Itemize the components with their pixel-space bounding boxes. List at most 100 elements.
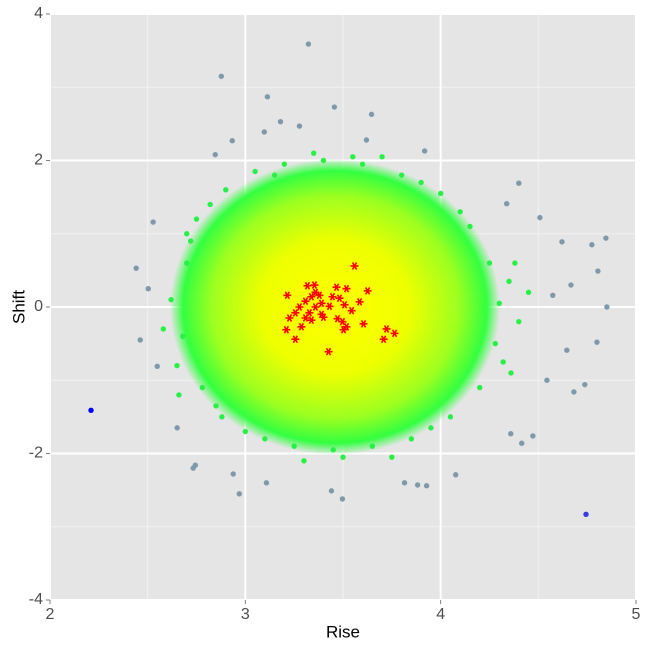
- star-point: [324, 347, 333, 356]
- star-point: [295, 303, 304, 311]
- point: [516, 318, 522, 325]
- point: [525, 289, 532, 296]
- point: [604, 304, 610, 310]
- point: [192, 462, 199, 468]
- point: [500, 359, 506, 365]
- star-point: [303, 281, 312, 290]
- point: [154, 363, 160, 370]
- point: [421, 148, 428, 154]
- point: [447, 414, 454, 420]
- point: [512, 260, 518, 266]
- point: [230, 471, 236, 477]
- point: [486, 260, 493, 266]
- point: [271, 172, 278, 178]
- point: [544, 377, 550, 383]
- point: [467, 223, 473, 230]
- point: [583, 511, 589, 517]
- point: [519, 440, 525, 446]
- star-point: [335, 294, 344, 303]
- point: [252, 168, 258, 175]
- point: [503, 201, 510, 207]
- point: [305, 41, 312, 47]
- point: [453, 472, 459, 478]
- point: [218, 73, 225, 79]
- star-point: [317, 310, 326, 319]
- point: [389, 454, 395, 460]
- point: [291, 443, 297, 449]
- x-tick-label: 4: [436, 606, 445, 623]
- point: [418, 179, 424, 186]
- point: [595, 268, 601, 274]
- star-point: [359, 319, 368, 328]
- point: [457, 209, 463, 215]
- point: [437, 190, 444, 197]
- star-point: [282, 325, 291, 334]
- star-point: [390, 329, 399, 338]
- density-cloud: [170, 159, 500, 455]
- point: [398, 172, 405, 178]
- point: [213, 403, 219, 409]
- star-point: [305, 308, 314, 317]
- point: [368, 111, 375, 118]
- point: [328, 488, 335, 494]
- y-tick-label: 2: [34, 152, 43, 169]
- point: [363, 137, 370, 143]
- point: [339, 496, 346, 502]
- star-point: [342, 284, 351, 293]
- point: [492, 340, 499, 347]
- star-point: [328, 292, 337, 301]
- star-point: [363, 287, 372, 295]
- point: [320, 157, 327, 164]
- point: [423, 483, 430, 489]
- star-point: [347, 306, 356, 315]
- point: [496, 300, 502, 307]
- point: [428, 425, 434, 431]
- star-point: [332, 283, 341, 292]
- point: [330, 447, 336, 453]
- y-tick-label: -4: [29, 591, 43, 608]
- star-point: [311, 303, 320, 311]
- point: [174, 425, 180, 431]
- point: [311, 150, 317, 156]
- star-point: [307, 292, 316, 301]
- point: [571, 389, 577, 395]
- points: [88, 41, 610, 517]
- point: [261, 129, 267, 135]
- point: [340, 454, 346, 460]
- point: [594, 339, 600, 345]
- point: [168, 296, 174, 303]
- point: [508, 431, 514, 437]
- point: [537, 214, 543, 221]
- star-point: [379, 335, 388, 344]
- point: [603, 235, 609, 241]
- axes: 2 3 4 5 -4 -2 0 2 4: [29, 5, 641, 623]
- star-point: [307, 316, 316, 325]
- point: [88, 407, 94, 413]
- point: [408, 436, 415, 442]
- point: [281, 161, 288, 167]
- star-point: [291, 335, 300, 344]
- star-point: [317, 299, 326, 308]
- point: [477, 384, 483, 391]
- point: [137, 337, 143, 343]
- point: [582, 381, 588, 388]
- point: [350, 154, 356, 160]
- y-tick-label: 0: [34, 298, 43, 315]
- point: [550, 292, 556, 298]
- point: [359, 161, 366, 167]
- star-point: [350, 262, 359, 270]
- point: [219, 414, 225, 420]
- point: [516, 180, 522, 186]
- point: [559, 239, 565, 245]
- point: [187, 238, 194, 244]
- point: [262, 436, 268, 442]
- point: [301, 458, 307, 464]
- star-point: [311, 288, 320, 297]
- point: [508, 370, 514, 376]
- star-point: [325, 302, 334, 311]
- point: [263, 480, 270, 486]
- point: [236, 491, 242, 497]
- x-tick-label: 5: [632, 606, 641, 623]
- point: [184, 260, 190, 266]
